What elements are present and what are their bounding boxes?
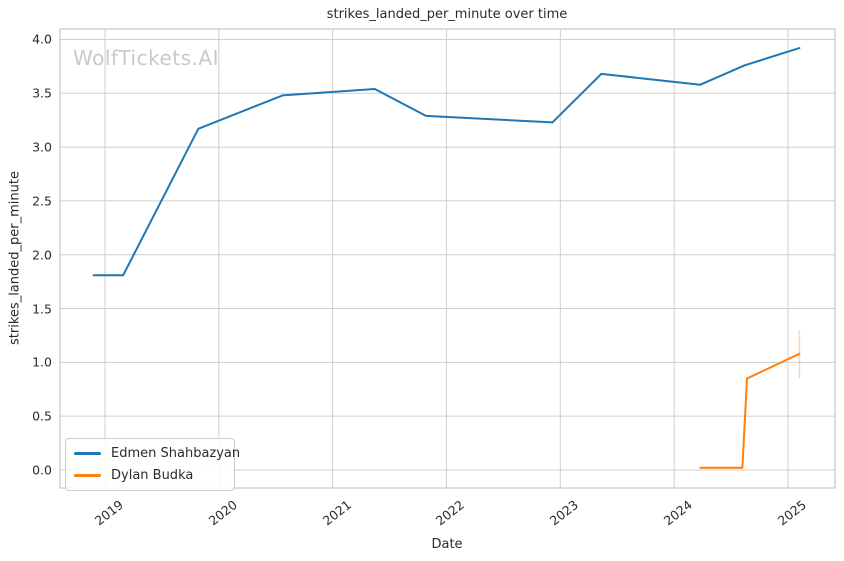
- plot-border: [59, 28, 836, 489]
- legend-label-edmen-shahbazyan: Edmen Shahbazyan: [111, 446, 241, 461]
- x-axis-label: Date: [431, 537, 463, 552]
- legend-swatch-dylan-budka: [74, 474, 101, 477]
- y-tick-label-1.0: 1.0: [32, 354, 52, 370]
- y-tick-label-3.0: 3.0: [32, 139, 52, 155]
- legend-label-dylan-budka: Dylan Budka: [111, 468, 194, 483]
- watermark: WolfTickets.AI: [73, 46, 219, 70]
- y-tick-label-4.0: 4.0: [32, 31, 52, 47]
- chart-title: strikes_landed_per_minute over time: [326, 7, 568, 22]
- series-line-dylan-budka: [699, 352, 801, 469]
- y-tick-label-0.5: 0.5: [32, 408, 52, 424]
- legend: Edmen Shahbazyan Dylan Budka: [65, 438, 240, 491]
- legend-item-edmen-shahbazyan: Edmen Shahbazyan: [74, 446, 240, 461]
- legend-item-dylan-budka: Dylan Budka: [74, 468, 224, 483]
- y-tick-label-1.5: 1.5: [32, 301, 52, 317]
- y-tick-label-3.5: 3.5: [32, 85, 52, 101]
- y-tick-label-2.0: 2.0: [32, 247, 52, 263]
- series-line-edmen-shahbazyan: [92, 47, 801, 277]
- legend-swatch-edmen-shahbazyan: [74, 452, 101, 455]
- y-tick-label-2.5: 2.5: [32, 193, 52, 209]
- y-tick-label-0.0: 0.0: [32, 462, 52, 478]
